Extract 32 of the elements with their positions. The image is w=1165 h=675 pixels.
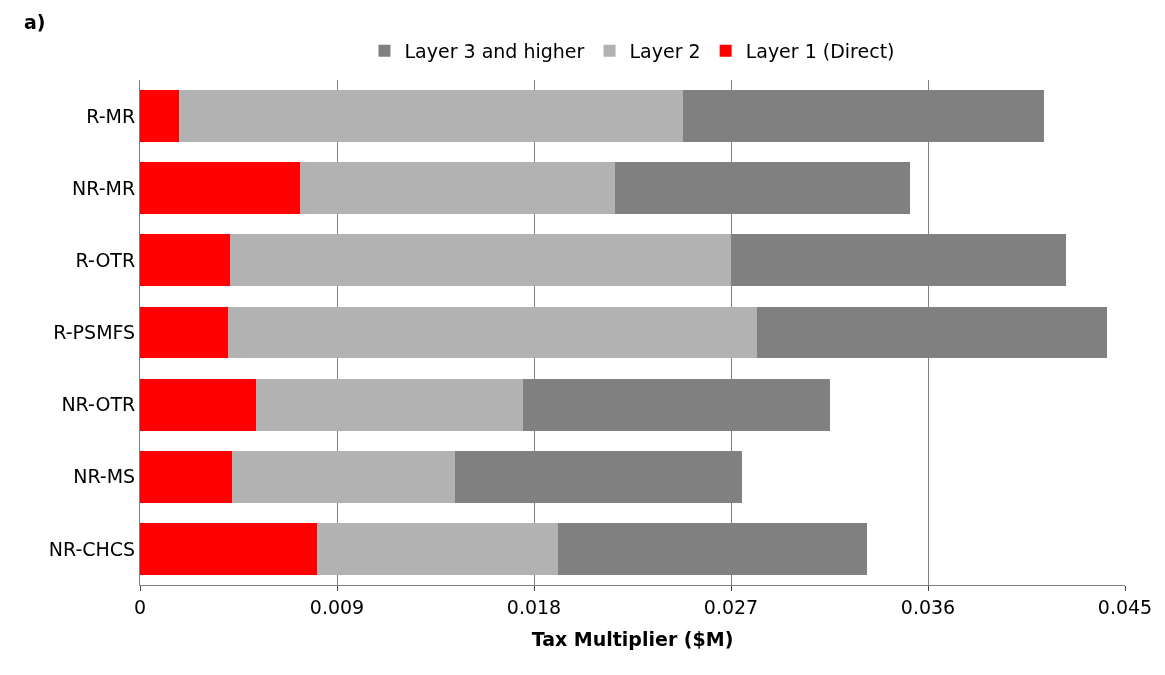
bar: [227, 306, 758, 359]
x-tick-label: 0.045: [1097, 595, 1153, 618]
bar: [229, 234, 731, 287]
y-tick-label: R-PSMFS: [53, 321, 136, 344]
bar: [140, 522, 318, 575]
x-tick-label: 0: [133, 595, 147, 618]
bar: [140, 90, 180, 143]
legend-label: Layer 1 (Direct): [745, 40, 895, 63]
y-tick-label: R-MR: [86, 104, 136, 127]
x-tick-label: 0.009: [309, 595, 365, 618]
y-tick-label: NR-OTR: [61, 393, 136, 416]
bar: [140, 234, 230, 287]
bar: [231, 450, 456, 503]
y-tick-label: NR-MS: [73, 465, 136, 488]
bar: [179, 90, 683, 143]
text: a): [24, 11, 46, 33]
y-tick-label: NR-MR: [72, 176, 136, 199]
x-tick-label: 0.018: [506, 595, 562, 618]
legend-label: Layer 2: [629, 40, 701, 63]
bar: [140, 306, 228, 359]
bar: [140, 162, 300, 215]
bar: [256, 378, 524, 431]
bar: [299, 162, 615, 215]
x-tick-label: 0.027: [703, 595, 759, 618]
bar: [317, 522, 559, 575]
bar: [140, 450, 232, 503]
x-tick-label: 0.036: [900, 595, 956, 618]
y-tick-label: R-OTR: [75, 249, 136, 272]
x-axis-title: Tax Multiplier ($M): [531, 627, 734, 650]
y-tick-label: NR-CHCS: [48, 537, 136, 560]
bar: [140, 378, 257, 431]
legend-label: Layer 3 and higher: [404, 40, 585, 63]
